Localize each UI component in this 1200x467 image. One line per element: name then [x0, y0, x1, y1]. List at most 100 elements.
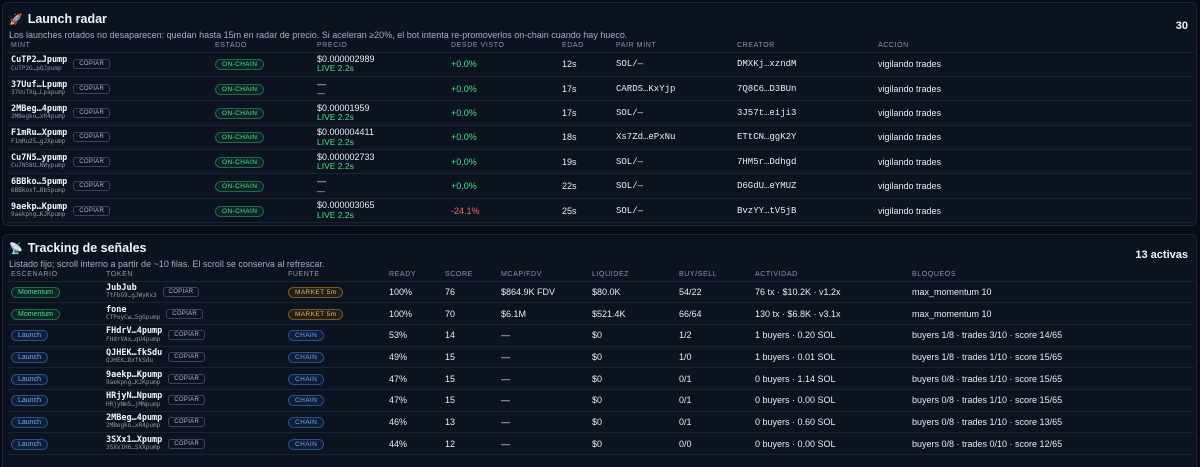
score-cell: 15	[441, 389, 497, 412]
estado-cell: ON-CHAIN	[211, 149, 313, 175]
copy-mint-button[interactable]: COPIAR	[73, 205, 111, 216]
copy-mint-button[interactable]: COPIAR	[73, 59, 111, 70]
token-wrap: 9aekp…Kpump 9aekpng…KJKpump COPIAR	[106, 370, 280, 387]
radar-row[interactable]: F1mRu…Xpump F1mRu25…gJXpump COPIAR ON-CHAIN…	[7, 125, 1194, 151]
signal-tracking-header-row: ESCENARIO TOKEN FUENTE READY SCORE MCAP/FDV LI…	[7, 269, 1194, 282]
tracking-row[interactable]: Launch HRjyN…Npump HRjyNm5…jMNpump COPIAR CH…	[7, 389, 1194, 412]
mcap-cell: $864.9K FDV	[497, 281, 588, 304]
tracking-row[interactable]: Momentum fone CTPoyCw…5gGpump COPIAR MARKET …	[7, 302, 1194, 325]
creator-cell: BvzYY…tV5jB	[733, 198, 874, 224]
ready-cell: 100%	[385, 302, 441, 325]
mint-address: 37Uuf…Lpump	[11, 79, 68, 90]
price-live-status: LIVE 2.2s	[317, 136, 354, 147]
mint-address-full: 6BBkoxf…Bb5pump	[11, 186, 66, 194]
token-name: fone	[106, 304, 127, 315]
activity-cell: 76 tx · $10.2K · v1.2x	[751, 281, 908, 304]
copy-mint-button[interactable]: COPIAR	[73, 132, 111, 143]
tracking-row[interactable]: Launch 3SXx1…Xpump 3SXx1H6…SXXpump COPIAR CH…	[7, 432, 1194, 455]
tracking-row[interactable]: Momentum JubJub 7tFbG9…gJWyKx3 COPIAR MARKET…	[7, 281, 1194, 304]
estado-cell: ON-CHAIN	[211, 125, 313, 151]
source-badge: MARKET 5m	[288, 286, 344, 298]
blocks-cell: buyers 0/8 · trades 1/10 · score 15/65	[908, 389, 1194, 412]
action-cell: vigilando trades	[874, 198, 1194, 224]
age-cell: 25s	[558, 198, 612, 224]
copy-token-button[interactable]: COPIAR	[166, 308, 203, 319]
token-cell: 9aekp…Kpump 9aekpng…KJKpump COPIAR	[102, 367, 284, 390]
price-cell: $0.000002989 LIVE 2.2s	[313, 52, 447, 77]
liquidity-cell: $0	[588, 324, 675, 347]
price-live-status: LIVE 2.2s	[317, 112, 354, 123]
ready-cell: 47%	[385, 367, 441, 390]
copy-token-button[interactable]: COPIAR	[168, 351, 206, 362]
price-cell: $0.00001959 LIVE 2.2s	[313, 100, 447, 126]
scenario-badge: Momentum	[11, 286, 61, 298]
radar-row[interactable]: CuTP2…Jpump CuTP2G…pQJpump COPIAR ON-CHAIN $…	[7, 52, 1194, 77]
price-stack: — —	[317, 79, 443, 99]
scenario-badge: Launch	[11, 330, 48, 342]
radar-row[interactable]: Cu7N5…ypump Cu7N58U…NWypump COPIAR ON-CHAIN…	[7, 149, 1194, 175]
mint-address: CuTP2…Jpump	[11, 55, 68, 66]
source-cell: CHAIN	[284, 346, 385, 369]
estado-cell: ON-CHAIN	[211, 173, 313, 199]
signal-tracking-description: Listado fijo; scroll interno a partir de…	[9, 259, 325, 269]
score-cell: 14	[441, 324, 497, 347]
liquidity-cell: $80.0K	[588, 281, 675, 304]
mint-address-full: Cu7N58U…NWypump	[11, 162, 66, 170]
radar-row[interactable]: 2MBeg…4pump 2MBegko…xR4pump COPIAR ON-CHAIN…	[7, 100, 1194, 126]
buy-sell-cell: 1/2	[675, 324, 751, 347]
price-value: $0.000004411	[317, 127, 374, 138]
price-value: $0.00001959	[317, 102, 370, 113]
tracking-row[interactable]: Launch QJHEK…fkSdu QJHEK…8xfkSdu COPIAR CHAI…	[7, 346, 1194, 369]
tracking-row[interactable]: Launch 2MBeg…4pump 2MBegko…xR4pump COPIAR CH…	[7, 411, 1194, 434]
copy-token-button[interactable]: COPIAR	[168, 395, 206, 406]
token-wrap: 3SXx1…Xpump 3SXx1H6…SXXpump COPIAR	[106, 435, 280, 452]
scenario-badge: Launch	[11, 416, 48, 428]
copy-mint-button[interactable]: COPIAR	[73, 107, 111, 118]
source-cell: CHAIN	[284, 411, 385, 434]
scenario-badge: Launch	[11, 395, 48, 407]
onchain-badge: ON-CHAIN	[215, 132, 265, 144]
mint-stack: F1mRu…Xpump F1mRu25…gJXpump	[11, 129, 67, 145]
copy-mint-button[interactable]: COPIAR	[73, 156, 111, 167]
creator-cell: D6GdU…eYMUZ	[733, 173, 874, 199]
copy-mint-button[interactable]: COPIAR	[73, 83, 111, 94]
blocks-cell: buyers 0/8 · trades 0/10 · score 12/65	[908, 432, 1194, 455]
rocket-icon: 🚀	[9, 13, 23, 26]
copy-mint-button[interactable]: COPIAR	[73, 181, 111, 192]
copy-token-button[interactable]: COPIAR	[168, 373, 206, 384]
pair-mint-cell: CARDS…KxYjp	[612, 76, 733, 102]
activity-cell: 130 tx · $6.8K · v3.1x	[751, 302, 908, 325]
estado-cell: ON-CHAIN	[211, 52, 313, 77]
tracking-row[interactable]: Launch 9aekp…Kpump 9aekpng…KJKpump COPIAR CH…	[7, 367, 1194, 390]
copy-token-button[interactable]: COPIAR	[168, 438, 206, 449]
blocks-cell: buyers 1/8 · trades 1/10 · score 15/65	[908, 346, 1194, 369]
price-cell: $0.000003065 LIVE 2.2s	[313, 198, 447, 224]
radar-row[interactable]: 9aekp…Kpump 9aekpng…KJKpump COPIAR ON-CHAIN…	[7, 198, 1194, 224]
ready-cell: 46%	[385, 411, 441, 434]
mcap-cell: —	[497, 389, 588, 412]
tracking-col-header: ACTIVIDAD	[751, 269, 908, 282]
score-cell: 76	[441, 281, 497, 304]
copy-token-button[interactable]: COPIAR	[168, 416, 206, 427]
mcap-cell: —	[497, 324, 588, 347]
radar-row[interactable]: 37Uuf…Lpump 37UuTXq…Lpapump COPIAR ON-CHAIN…	[7, 76, 1194, 102]
mint-cell: 2MBeg…4pump 2MBegko…xR4pump COPIAR	[7, 100, 211, 126]
action-cell: vigilando trades	[874, 100, 1194, 126]
activity-cell: 1 buyers · 0.01 SOL	[751, 346, 908, 369]
mint-address-full: 37UuTXq…Lpapump	[11, 88, 66, 96]
radar-row[interactable]: 6BBko…5pump 6BBkoxf…Bb5pump COPIAR ON-CHAIN…	[7, 173, 1194, 199]
action-cell: vigilando trades	[874, 125, 1194, 151]
token-cell: QJHEK…fkSdu QJHEK…8xfkSdu COPIAR	[102, 346, 284, 369]
blocks-cell: max_momentum 10	[908, 281, 1194, 304]
age-cell: 19s	[558, 149, 612, 175]
tracking-col-header: MCAP/FDV	[497, 269, 588, 282]
mint-wrap: 2MBeg…4pump 2MBegko…xR4pump COPIAR	[11, 104, 207, 121]
token-name: 2MBeg…4pump	[106, 413, 163, 423]
buy-sell-cell: 0/1	[675, 367, 751, 390]
creator-cell: DMXKj…xzndM	[733, 52, 874, 77]
copy-token-button[interactable]: COPIAR	[168, 330, 206, 341]
tracking-col-header: BUY/SELL	[675, 269, 751, 282]
tracking-row[interactable]: Launch FHdrV…4pump FHdrVAx…qU4pump COPIAR CH…	[7, 324, 1194, 347]
copy-token-button[interactable]: COPIAR	[162, 286, 200, 297]
score-cell: 15	[441, 367, 497, 390]
